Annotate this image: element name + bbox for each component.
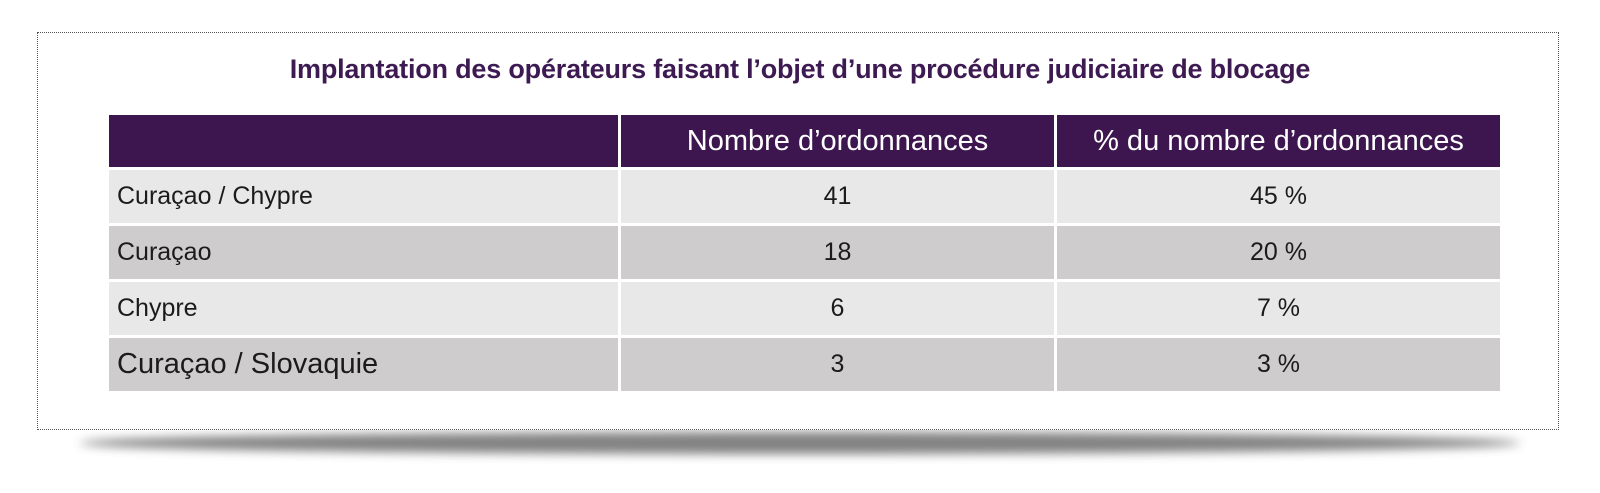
table-row: Curaçao / Slovaquie 3 3 % (106, 335, 1503, 394)
row-label: Curaçao / Chypre (106, 167, 621, 226)
header-cell-percent: % du nombre d’ordonnances (1054, 112, 1503, 170)
row-count: 41 (618, 167, 1057, 226)
row-percent: 20 % (1054, 223, 1503, 282)
table-row: Chypre 6 7 % (106, 279, 1503, 338)
table-title: Implantation des opérateurs faisant l’ob… (289, 54, 1311, 84)
table-row: Curaçao / Chypre 41 45 % (106, 167, 1503, 226)
header-row: Nombre d’ordonnances % du nombre d’ordon… (106, 112, 1503, 170)
row-percent: 45 % (1054, 167, 1503, 226)
operators-table: Nombre d’ordonnances % du nombre d’ordon… (106, 112, 1503, 394)
row-count: 6 (618, 279, 1057, 338)
row-percent: 3 % (1054, 335, 1503, 394)
header-cell-empty (106, 112, 621, 170)
row-label: Curaçao (106, 223, 621, 282)
row-label: Curaçao / Slovaquie (106, 335, 621, 394)
row-count: 18 (618, 223, 1057, 282)
header-cell-count: Nombre d’ordonnances (618, 112, 1057, 170)
row-label: Chypre (106, 279, 621, 338)
table-row: Curaçao 18 20 % (106, 223, 1503, 282)
drop-shadow (80, 432, 1520, 454)
row-percent: 7 % (1054, 279, 1503, 338)
row-count: 3 (618, 335, 1057, 394)
